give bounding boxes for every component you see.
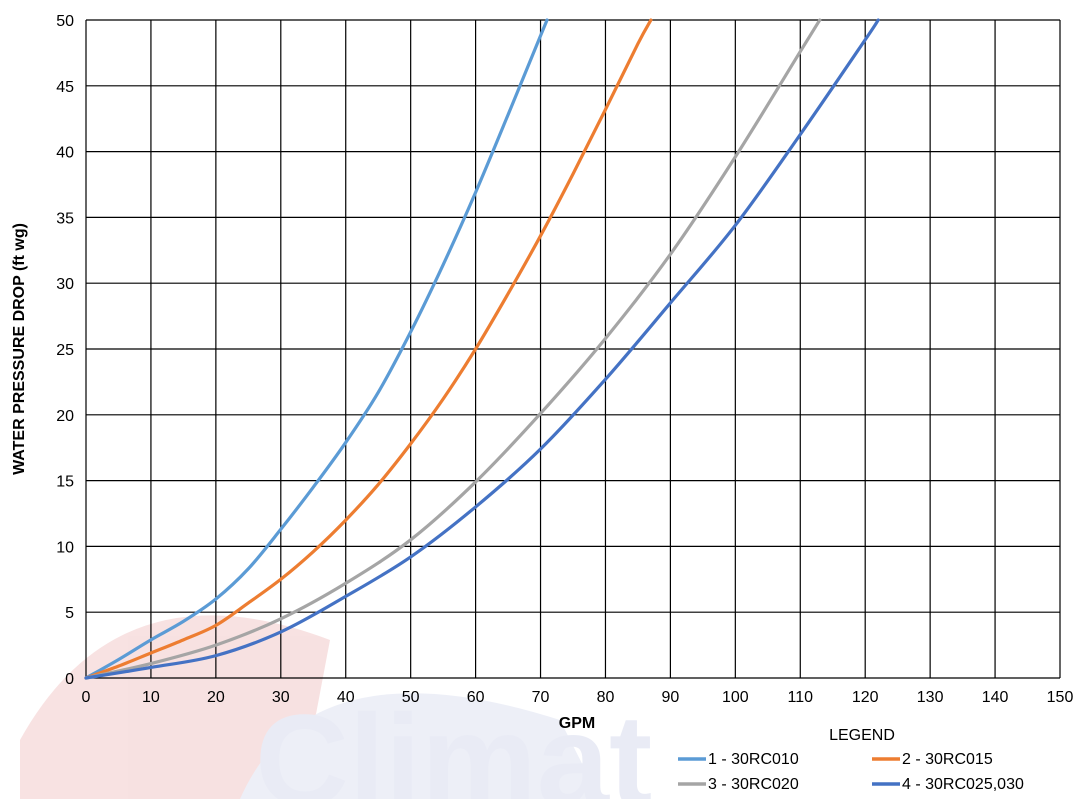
- x-tick-label: 60: [467, 689, 485, 706]
- y-tick-label: 5: [65, 605, 74, 622]
- y-tick-label: 40: [56, 145, 74, 162]
- legend-label-3: 3 - 30RC020: [708, 776, 799, 793]
- x-tick-label: 100: [722, 689, 749, 706]
- y-tick-label: 25: [56, 342, 74, 359]
- series-line-1: [84, 18, 549, 680]
- legend-items: 1 - 30RC010 2 - 30RC015 3 - 30RC020 4 - 30R…: [678, 751, 1024, 793]
- x-tick-label: 70: [532, 689, 550, 706]
- series-line-2: [84, 18, 653, 680]
- grid: [85, 19, 1061, 679]
- x-tick-labels: 0 10 20 30 40 50 60 70 80 90 100 110 120 130 140 150: [82, 689, 1074, 706]
- x-tick-label: 80: [597, 689, 615, 706]
- legend-title: LEGEND: [829, 727, 895, 744]
- legend: LEGEND 1 - 30RC010 2 - 30RC015 3 - 30RC020…: [678, 727, 1024, 793]
- x-tick-label: 150: [1047, 689, 1074, 706]
- y-tick-label: 45: [56, 79, 74, 96]
- legend-label-4: 4 - 30RC025,030: [902, 776, 1024, 793]
- x-axis-title: GPM: [559, 715, 595, 732]
- series-lines: [84, 18, 880, 680]
- y-tick-label: 15: [56, 474, 74, 491]
- legend-label-2: 2 - 30RC015: [902, 751, 993, 768]
- x-tick-label: 50: [402, 689, 420, 706]
- y-tick-label: 35: [56, 210, 74, 227]
- watermark-logo: Climat: [20, 615, 652, 799]
- x-tick-label: 120: [852, 689, 879, 706]
- x-tick-label: 40: [337, 689, 355, 706]
- y-tick-label: 10: [56, 539, 74, 556]
- y-tick-label: 50: [56, 13, 74, 30]
- x-tick-label: 20: [207, 689, 225, 706]
- y-axis-title: WATER PRESSURE DROP (ft wg): [11, 223, 28, 475]
- legend-label-1: 1 - 30RC010: [708, 751, 799, 768]
- svg-text:Climat: Climat: [255, 687, 652, 799]
- x-tick-label: 130: [917, 689, 944, 706]
- x-tick-label: 140: [982, 689, 1009, 706]
- x-tick-label: 110: [788, 689, 814, 706]
- series-line-4: [84, 18, 880, 680]
- y-tick-label: 0: [65, 671, 74, 688]
- y-tick-label: 30: [56, 276, 74, 293]
- x-tick-label: 90: [662, 689, 680, 706]
- y-tick-labels: 0 5 10 15 20 25 30 35 40 45 50: [56, 13, 74, 688]
- y-tick-label: 20: [56, 408, 74, 425]
- x-tick-label: 30: [272, 689, 290, 706]
- series-line-3: [84, 18, 822, 680]
- x-tick-label: 10: [142, 689, 160, 706]
- x-tick-label: 0: [82, 689, 91, 706]
